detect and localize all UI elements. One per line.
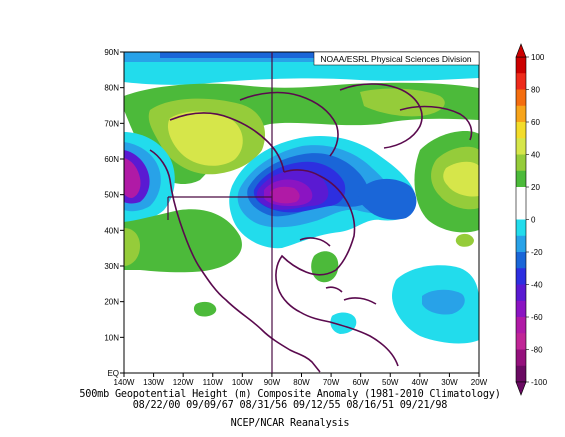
- colorbar-swatch: [516, 235, 526, 253]
- colorbar-swatch: [516, 122, 526, 139]
- colorbar-label: -80: [531, 346, 543, 355]
- coastlines: [149, 83, 473, 373]
- colorbar-label: 0: [531, 216, 536, 225]
- colorbar-swatch: [516, 105, 526, 123]
- colorbar-label: -60: [531, 313, 543, 322]
- caption-line-1: 500mb Geopotential Height (m) Composite …: [79, 389, 501, 400]
- colorbar-label: -100: [531, 378, 548, 387]
- y-tick-label: 50N: [104, 191, 119, 200]
- colorbar-swatch: [516, 203, 526, 221]
- colorbar-swatch: [516, 219, 526, 237]
- x-tick-label: 50W: [382, 378, 399, 387]
- colorbar-swatch: [516, 349, 526, 367]
- colorbar-swatch: [516, 138, 526, 156]
- colorbar-label: 60: [531, 118, 540, 127]
- y-tick-label: 60N: [104, 155, 119, 164]
- y-tick-label: EQ: [107, 369, 119, 378]
- colorbar-swatch: [516, 89, 526, 107]
- credit-text: NOAA/ESRL Physical Sciences Division: [320, 54, 472, 64]
- x-tick-label: 120W: [173, 378, 194, 387]
- y-tick-label: 70N: [104, 119, 119, 128]
- y-tick-label: 10N: [104, 333, 119, 342]
- x-tick-label: 130W: [143, 378, 164, 387]
- colorbar-label: 80: [531, 86, 540, 95]
- colorbar-label: -40: [531, 281, 543, 290]
- colorbar-swatch: [516, 57, 526, 74]
- x-tick-label: 90W: [264, 378, 281, 387]
- colorbar-bottom-arrow: [515, 381, 527, 396]
- caption-line-3: NCEP/NCAR Reanalysis: [230, 418, 350, 429]
- colorbar-swatch: [516, 73, 526, 91]
- x-tick-label: 30W: [441, 378, 458, 387]
- y-tick-label: 30N: [104, 262, 119, 271]
- x-tick-label: 100W: [232, 378, 253, 387]
- x-axis: 140W 130W 120W 110W 100W 90W 80W 70W 60W 50W 40W 30…: [114, 373, 488, 387]
- colorbar-swatch: [516, 317, 526, 334]
- colorbar-label: 20: [531, 183, 540, 192]
- colorbar-label: 100: [531, 53, 545, 62]
- x-tick-label: 80W: [293, 378, 310, 387]
- colorbar-swatch: [516, 333, 526, 351]
- colorbar: 100 80 60 40 20 0 -20 -40 -60 -80 -100: [515, 43, 548, 396]
- colorbar-swatch: [516, 154, 526, 172]
- colorbar-label: 40: [531, 151, 540, 160]
- y-tick-label: 80N: [104, 84, 119, 93]
- colorbar-swatch: [516, 300, 526, 318]
- x-tick-label: 40W: [412, 378, 429, 387]
- y-tick-label: 20N: [104, 298, 119, 307]
- colorbar-swatch: [516, 170, 526, 188]
- x-tick-label: 70W: [323, 378, 340, 387]
- x-tick-label: 140W: [114, 378, 135, 387]
- x-tick-label: 60W: [352, 378, 369, 387]
- y-tick-label: 90N: [104, 48, 119, 57]
- y-tick-label: 40N: [104, 226, 119, 235]
- x-tick-label: 20W: [471, 378, 488, 387]
- colorbar-swatch: [516, 284, 526, 302]
- colorbar-top-arrow: [515, 43, 527, 58]
- y-axis: EQ 10N 20N 30N 40N 50N 60N 70N 80N 90N: [104, 48, 124, 378]
- colorbar-label: -20: [531, 248, 543, 257]
- colorbar-swatch: [516, 252, 526, 269]
- colorbar-swatch: [516, 365, 526, 383]
- credit-box: [313, 51, 480, 66]
- x-tick-label: 110W: [203, 378, 224, 387]
- colorbar-swatch: [516, 268, 526, 286]
- caption-line-2: 08/22/00 09/09/67 08/31/56 09/12/55 08/1…: [132, 400, 448, 411]
- colorbar-swatch: [516, 187, 526, 204]
